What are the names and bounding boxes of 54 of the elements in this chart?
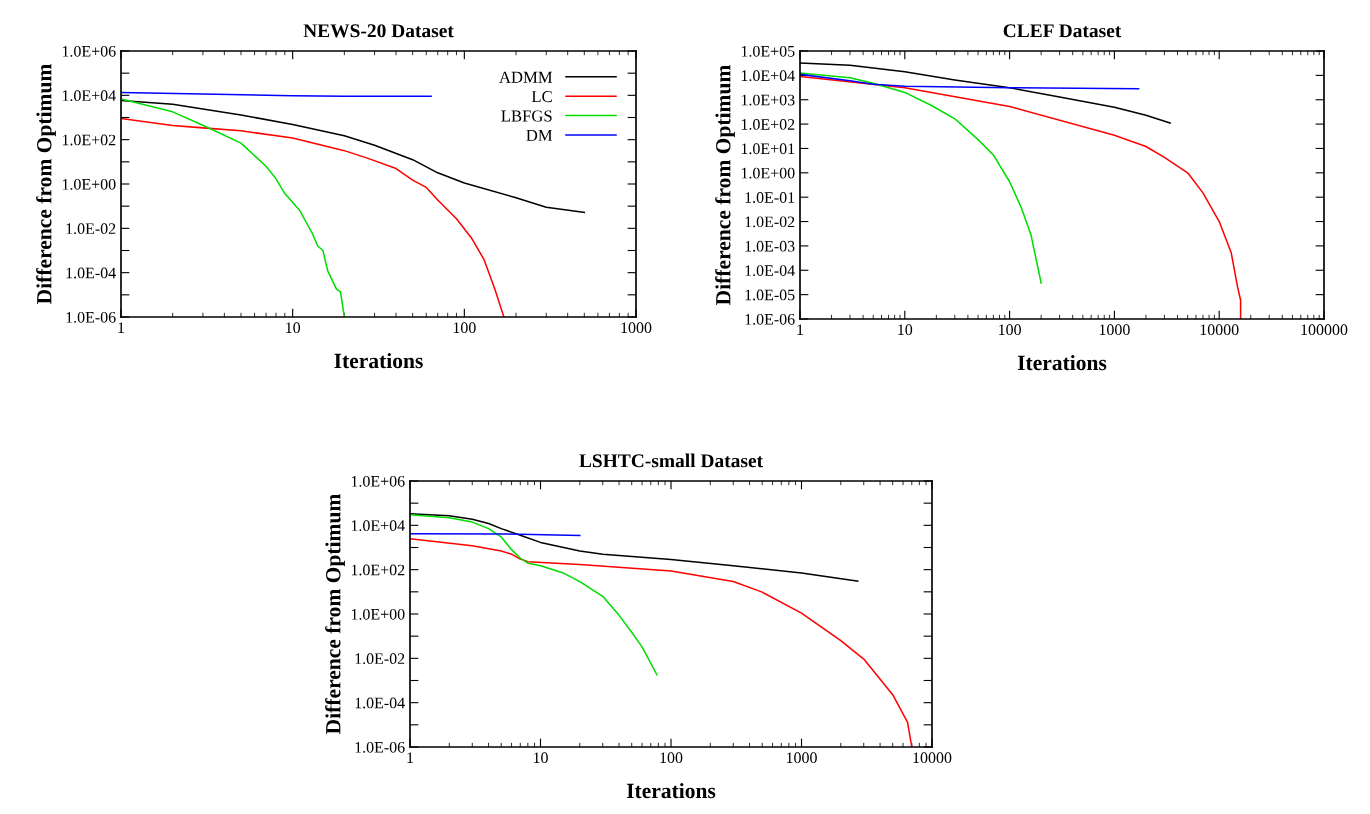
x-tick-label: 1000 bbox=[621, 322, 652, 334]
y-axis-title: Difference from Optimum bbox=[325, 493, 345, 734]
x-tick-label: 100 bbox=[999, 324, 1021, 336]
y-tick-label: 1.0E-04 bbox=[355, 697, 405, 709]
y-tick-label: 1.0E+04 bbox=[62, 90, 116, 102]
y-tick-label: 1.0E+05 bbox=[741, 45, 795, 57]
y-axis-title: Difference from Optimum bbox=[36, 63, 56, 304]
x-tick-label: 10 bbox=[286, 322, 301, 334]
legend-label: LBFGS bbox=[501, 110, 552, 122]
x-tick-label: 1000 bbox=[786, 752, 817, 764]
x-tick-label: 10 bbox=[533, 752, 548, 764]
x-tick-label: 100000 bbox=[1301, 324, 1348, 336]
x-tick-label: 1 bbox=[407, 752, 414, 763]
y-tick-label: 1.0E-02 bbox=[745, 216, 795, 228]
x-axis-title: Iterations bbox=[626, 783, 716, 799]
y-tick-label: 1.0E+02 bbox=[741, 119, 795, 130]
y-tick-label: 1.0E+04 bbox=[351, 520, 405, 532]
y-tick-label: 1.0E+02 bbox=[351, 564, 405, 576]
y-tick-label: 1.0E+00 bbox=[62, 178, 116, 190]
x-tick-label: 10 bbox=[898, 324, 913, 336]
x-axis-title: Iterations bbox=[1017, 355, 1107, 371]
x-tick-label: 100 bbox=[660, 752, 683, 764]
y-tick-label: 1.0E+00 bbox=[351, 608, 405, 620]
legend-label: LC bbox=[531, 91, 552, 103]
chart-title: LSHTC-small Dataset bbox=[579, 453, 763, 468]
chart-title: NEWS-20 Dataset bbox=[303, 24, 454, 38]
y-tick-label: 1.0E-05 bbox=[745, 289, 795, 301]
x-tick-label: 1 bbox=[118, 322, 125, 333]
y-tick-label: 1.0E-06 bbox=[355, 741, 405, 753]
chart-title: CLEF Dataset bbox=[1003, 24, 1122, 38]
y-tick-label: 1.0E+01 bbox=[741, 143, 795, 155]
y-tick-label: 1.0E-04 bbox=[66, 267, 116, 279]
x-tick-label: 10000 bbox=[1200, 324, 1239, 336]
y-tick-label: 1.0E-03 bbox=[745, 240, 795, 252]
y-tick-label: 1.0E+02 bbox=[62, 134, 116, 146]
y-tick-label: 1.0E+03 bbox=[741, 94, 795, 106]
x-tick-label: 1 bbox=[797, 324, 804, 335]
y-tick-label: 1.0E+06 bbox=[62, 45, 116, 57]
x-axis-title: Iterations bbox=[334, 353, 423, 369]
y-tick-label: 1.0E-02 bbox=[355, 653, 405, 665]
y-tick-label: 1.0E-01 bbox=[745, 192, 795, 203]
y-tick-label: 1.0E+00 bbox=[741, 167, 795, 179]
x-tick-label: 10000 bbox=[913, 752, 952, 764]
y-tick-label: 1.0E-02 bbox=[66, 223, 116, 235]
y-tick-label: 1.0E-06 bbox=[66, 311, 116, 323]
y-tick-label: 1.0E-04 bbox=[745, 265, 795, 277]
x-tick-label: 1000 bbox=[1099, 324, 1130, 336]
y-axis-title: Difference from Optimum bbox=[715, 64, 735, 305]
legend-label: ADMM bbox=[499, 71, 553, 83]
y-tick-label: 1.0E+04 bbox=[741, 70, 795, 82]
legend-label: DM bbox=[526, 129, 553, 141]
x-tick-label: 100 bbox=[453, 322, 476, 334]
y-tick-label: 1.0E+06 bbox=[351, 475, 405, 487]
y-tick-label: 1.0E-06 bbox=[745, 313, 795, 325]
